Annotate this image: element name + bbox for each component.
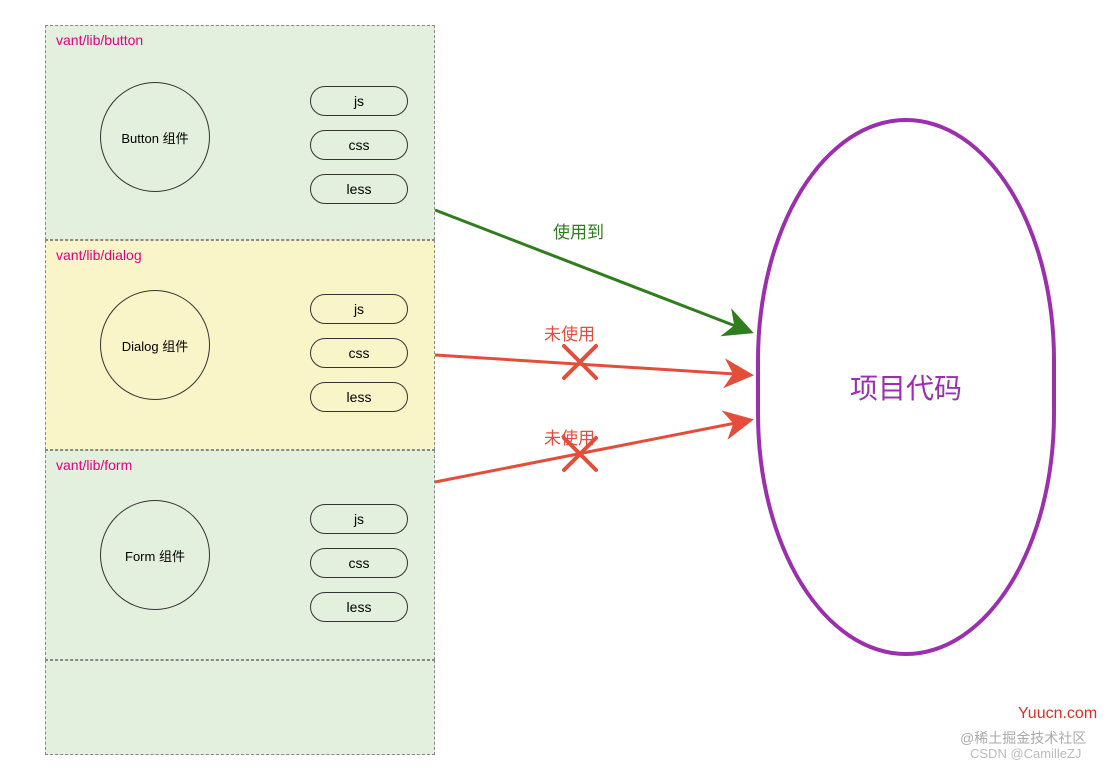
component-circle: Dialog 组件: [100, 290, 210, 400]
pill-css: css: [310, 338, 408, 368]
pill-css: css: [310, 548, 408, 578]
target-node: 项目代码: [756, 118, 1056, 656]
module-rest: [45, 660, 435, 755]
pill-js: js: [310, 86, 408, 116]
pill-js: js: [310, 294, 408, 324]
module-label: vant/lib/form: [56, 457, 132, 473]
pill-less: less: [310, 382, 408, 412]
module-label: vant/lib/dialog: [56, 247, 142, 263]
pill-css: css: [310, 130, 408, 160]
module-label: vant/lib/button: [56, 32, 143, 48]
watermark-yuucn: Yuucn.com: [1018, 705, 1097, 723]
arrow-label-used: 使用到: [553, 218, 604, 243]
arrow-label-unused2: 未使用: [544, 424, 595, 449]
pill-less: less: [310, 592, 408, 622]
watermark-csdn: CSDN @CamilleZJ: [970, 746, 1081, 761]
component-circle: Button 组件: [100, 82, 210, 192]
watermark-juejin: @稀土掘金技术社区: [960, 728, 1086, 748]
target-label: 项目代码: [850, 367, 962, 407]
arrow-label-unused1: 未使用: [544, 320, 595, 345]
pill-js: js: [310, 504, 408, 534]
pill-less: less: [310, 174, 408, 204]
component-circle: Form 组件: [100, 500, 210, 610]
